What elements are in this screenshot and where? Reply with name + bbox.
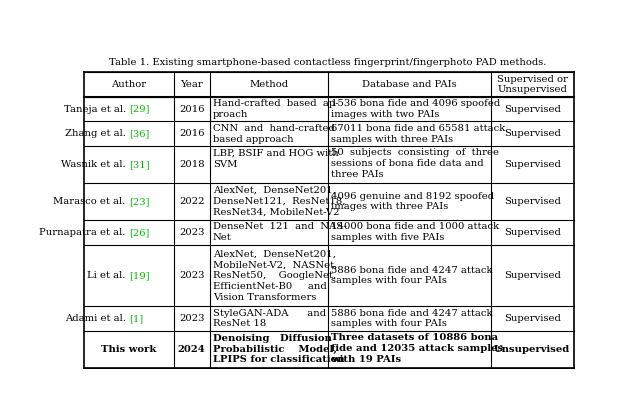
Text: Table 1. Existing smartphone-based contactless fingerprint/fingerphoto PAD metho: Table 1. Existing smartphone-based conta… <box>109 58 547 67</box>
Text: Adami et al.: Adami et al. <box>65 314 129 323</box>
Text: 1536 bona fide and 4096 spoofed
images with two PAIs: 1536 bona fide and 4096 spoofed images w… <box>331 99 500 119</box>
Text: 2024: 2024 <box>178 345 205 354</box>
Text: Three datasets of 10886 bona
fide and 12035 attack samples
with 19 PAIs: Three datasets of 10886 bona fide and 12… <box>331 333 503 364</box>
Text: 2023: 2023 <box>179 271 204 280</box>
Text: 50  subjects  consisting  of  three
sessions of bona fide data and
three PAIs: 50 subjects consisting of three sessions… <box>331 148 499 179</box>
Text: Supervised: Supervised <box>504 197 561 206</box>
Text: This work: This work <box>101 345 156 354</box>
Text: Year: Year <box>180 80 203 89</box>
Text: 2016: 2016 <box>179 105 204 114</box>
Text: Zhang et al.: Zhang et al. <box>65 129 129 138</box>
Text: [1]: [1] <box>129 314 143 323</box>
Text: [19]: [19] <box>129 271 149 280</box>
Text: [23]: [23] <box>129 197 149 206</box>
Text: Hand-crafted  based  ap-
proach: Hand-crafted based ap- proach <box>212 99 339 119</box>
Text: 4096 genuine and 8192 spoofed
images with three PAIs: 4096 genuine and 8192 spoofed images wit… <box>331 192 494 211</box>
Text: 2022: 2022 <box>179 197 204 206</box>
Text: 2023: 2023 <box>179 228 204 237</box>
Text: AlexNet,  DenseNet201,
MobileNet-V2,  NASNet,
ResNet50,    GoogleNet,
EfficientN: AlexNet, DenseNet201, MobileNet-V2, NASN… <box>212 249 337 302</box>
Text: Database and PAIs: Database and PAIs <box>362 80 457 89</box>
Text: Wasnik et al.: Wasnik et al. <box>61 160 129 169</box>
Text: 5886 bona fide and 4247 attack
samples with four PAIs: 5886 bona fide and 4247 attack samples w… <box>331 309 493 328</box>
Text: Purnapatra et al.: Purnapatra et al. <box>39 228 129 237</box>
Text: AlexNet,  DenseNet201,
DenseNet121,  ResNet18,
ResNet34, MobileNet-V2: AlexNet, DenseNet201, DenseNet121, ResNe… <box>212 186 346 217</box>
Text: 2023: 2023 <box>179 314 204 323</box>
Text: Supervised: Supervised <box>504 160 561 169</box>
Text: Supervised or
Unsupervised: Supervised or Unsupervised <box>497 75 568 94</box>
Text: 5886 bona fide and 4247 attack
samples with four PAIs: 5886 bona fide and 4247 attack samples w… <box>331 266 493 285</box>
Text: Supervised: Supervised <box>504 271 561 280</box>
Text: [26]: [26] <box>129 228 149 237</box>
Text: Supervised: Supervised <box>504 105 561 114</box>
Text: 2018: 2018 <box>179 160 205 169</box>
Text: Unsupervised: Unsupervised <box>494 345 570 354</box>
Text: Marasco et al.: Marasco et al. <box>53 197 129 206</box>
Text: Method: Method <box>250 80 289 89</box>
Text: 2016: 2016 <box>179 129 204 138</box>
Text: CNN  and  hand-crafted
based approach: CNN and hand-crafted based approach <box>212 124 335 144</box>
Text: [29]: [29] <box>129 105 149 114</box>
Text: DenseNet  121  and  NAS-
Net: DenseNet 121 and NAS- Net <box>212 222 347 242</box>
Text: [31]: [31] <box>129 160 149 169</box>
Text: 67011 bona fide and 65581 attack
samples with three PAIs: 67011 bona fide and 65581 attack samples… <box>331 124 506 144</box>
Text: Author: Author <box>111 80 147 89</box>
Text: LBP, BSIF and HOG with
SVM: LBP, BSIF and HOG with SVM <box>212 149 339 169</box>
Text: Supervised: Supervised <box>504 314 561 323</box>
Text: StyleGAN-ADA      and
ResNet 18: StyleGAN-ADA and ResNet 18 <box>212 309 326 328</box>
Text: Denoising   Diffusion
Probabilistic    Model,
LPIPS for classification: Denoising Diffusion Probabilistic Model,… <box>212 334 344 364</box>
Text: 14000 bona fide and 1000 attack
samples with five PAIs: 14000 bona fide and 1000 attack samples … <box>331 222 499 242</box>
Text: Li et al.: Li et al. <box>87 271 129 280</box>
Text: Taneja et al.: Taneja et al. <box>63 105 129 114</box>
Text: Supervised: Supervised <box>504 129 561 138</box>
Text: Supervised: Supervised <box>504 228 561 237</box>
Text: [36]: [36] <box>129 129 149 138</box>
